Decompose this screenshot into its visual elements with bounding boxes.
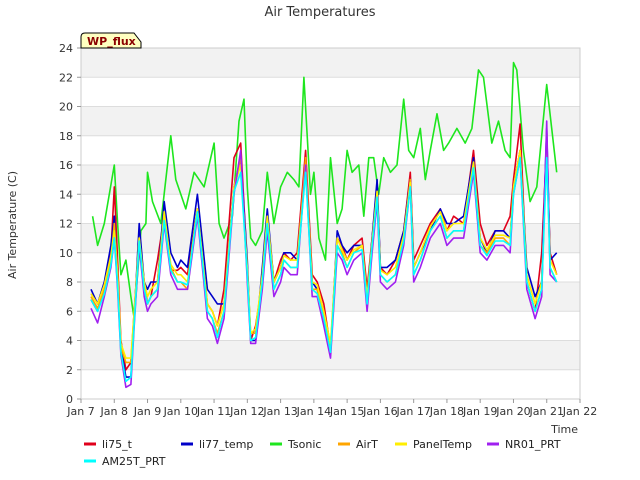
y-axis-label: Air Temperature (C) <box>6 171 19 279</box>
x-tick-label: Jan 21 <box>529 405 564 418</box>
y-tick-label: 12 <box>59 218 73 231</box>
y-tick-label: 16 <box>59 159 73 172</box>
x-tick-label: Jan 10 <box>163 405 198 418</box>
legend-label-nr01-prt: NR01_PRT <box>505 438 561 451</box>
legend-label-paneltemp: PanelTemp <box>413 438 472 451</box>
series-line-tsonic <box>91 61 558 320</box>
x-tick-label: Jan 22 <box>562 405 597 418</box>
y-tick-label: 6 <box>66 305 73 318</box>
x-tick-label: Jan 8 <box>100 405 128 418</box>
chart-title: Air Temperatures <box>264 5 375 20</box>
y-tick-label: 8 <box>66 276 73 289</box>
x-tick-label: Jan 7 <box>66 405 94 418</box>
annotation-label: WP_flux <box>87 35 136 48</box>
legend-label-tsonic: Tsonic <box>287 438 321 451</box>
x-tick-label: Jan 15 <box>329 405 364 418</box>
x-axis-label: Time <box>550 423 578 436</box>
y-tick-label: 24 <box>59 42 73 55</box>
y-tick-label: 22 <box>59 71 73 84</box>
x-tick-label: Jan 9 <box>133 405 161 418</box>
grid-band <box>81 48 580 78</box>
x-tick-label: Jan 17 <box>395 405 430 418</box>
y-tick-label: 2 <box>66 364 73 377</box>
x-tick-label: Jan 18 <box>429 405 464 418</box>
x-tick-label: Jan 20 <box>495 405 530 418</box>
series-lines <box>90 61 558 389</box>
legend-label-airt: AirT <box>356 438 378 451</box>
y-tick-label: 10 <box>59 247 73 260</box>
x-tick-label: Jan 16 <box>362 405 397 418</box>
legend-label-li77-temp: li77_temp <box>199 438 253 451</box>
y-tick-label: 4 <box>66 335 73 348</box>
x-tick-label: Jan 13 <box>262 405 297 418</box>
series-line-am25t-prt <box>90 156 558 383</box>
grid-band <box>81 106 580 136</box>
y-tick-label: 18 <box>59 130 73 143</box>
wp-flux-annotation: WP_flux <box>80 32 142 49</box>
x-tick-label: Jan 19 <box>462 405 497 418</box>
x-tick-label: Jan 14 <box>296 405 331 418</box>
legend-label-li75-t: li75_t <box>102 438 133 451</box>
y-tick-label: 0 <box>66 393 73 406</box>
y-tick-label: 20 <box>59 101 73 114</box>
legend-label-am25t-prt: AM25T_PRT <box>102 455 166 468</box>
legend: li75_t li77_temp Tsonic AirT PanelTemp NR01_P… <box>84 438 561 468</box>
y-tick-label: 14 <box>59 188 73 201</box>
x-tick-label: Jan 12 <box>229 405 264 418</box>
grid-band <box>81 282 580 312</box>
x-tick-label: Jan 11 <box>196 405 231 418</box>
